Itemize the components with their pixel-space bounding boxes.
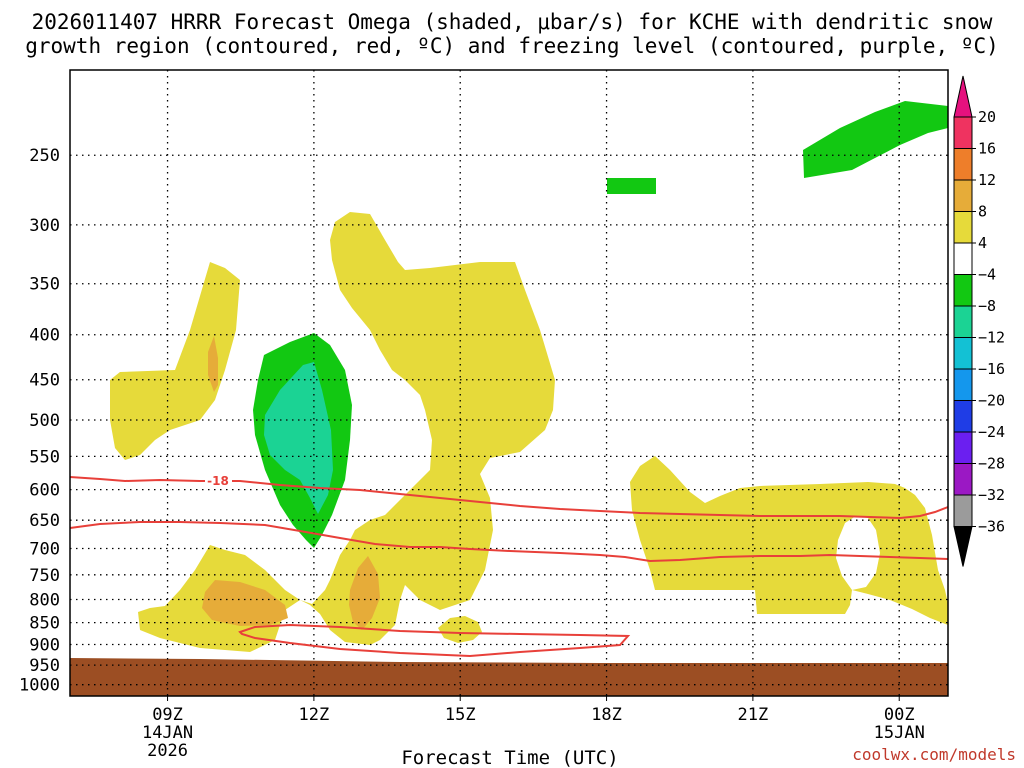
y-tick-label: 650 <box>29 511 60 531</box>
y-tick-label: 800 <box>29 590 60 610</box>
y-tick-label: 250 <box>29 146 60 166</box>
colorbar-swatch <box>953 116 973 149</box>
gridlines <box>70 70 948 696</box>
omega-shading <box>110 101 948 652</box>
green-region-top-right <box>803 101 948 178</box>
orange-region-upper <box>208 336 218 392</box>
green-region-small <box>607 178 656 194</box>
y-tick-label: 550 <box>29 447 60 467</box>
y-axis: 2503003504004505005506006507007508008509… <box>19 146 60 695</box>
plot-area: -18 <box>69 69 949 697</box>
colorbar-label: −4 <box>978 266 996 284</box>
x-tick-label: 2026 <box>147 741 188 761</box>
x-tick-label: 15JAN <box>874 723 925 743</box>
dgz-contour-loop <box>238 623 631 658</box>
orange-region-lower-left <box>202 580 288 626</box>
dgz-contour-lower <box>69 521 949 563</box>
colorbar-swatch <box>953 337 973 370</box>
white-hole-right <box>836 516 880 590</box>
colorbar-bottom-arrow <box>953 526 973 567</box>
colorbar-label: 20 <box>978 108 996 126</box>
x-tick-label: 09Z <box>152 705 183 725</box>
orange-region-lower-mid <box>349 556 380 630</box>
colorbar-swatch <box>953 494 973 527</box>
plot-border <box>69 69 949 697</box>
colorbar-label: −32 <box>978 486 1005 504</box>
y-tick-label: 750 <box>29 566 60 586</box>
y-tick-label: 450 <box>29 371 60 391</box>
chart-title-line2: growth region (contoured, red, ºC) and f… <box>25 34 999 58</box>
x-tick-label: 21Z <box>738 705 769 725</box>
x-tick-label: 14JAN <box>142 723 193 743</box>
colorbar-label: 16 <box>978 140 996 158</box>
colorbar-top-arrow <box>953 75 973 118</box>
colorbar-label: −16 <box>978 360 1005 378</box>
chart-title-line1: 2026011407 HRRR Forecast Omega (shaded, … <box>32 10 993 34</box>
colorbar-label: 8 <box>978 203 987 221</box>
contour-label: -18 <box>207 474 229 488</box>
colorbar-swatch <box>953 431 973 464</box>
surface-terrain <box>70 658 948 696</box>
yellow-region-left <box>110 262 240 460</box>
y-tick-label: 500 <box>29 411 60 431</box>
colorbar-label: −24 <box>978 423 1005 441</box>
colorbar-swatch <box>953 242 973 275</box>
colorbar-label: −20 <box>978 392 1005 410</box>
colorbar-swatch <box>953 305 973 338</box>
y-tick-label: 700 <box>29 539 60 559</box>
colorbar-swatch <box>953 274 973 307</box>
contour-label-bg <box>205 473 232 487</box>
teal-region <box>264 362 333 514</box>
colorbar: 20 16 12 8 4 −4 −8 −12 −16 −20 −24 −28 −32 −36 <box>953 75 1005 567</box>
colorbar-swatch <box>953 148 973 181</box>
yellow-region-main <box>138 212 555 652</box>
y-tick-label: 900 <box>29 635 60 655</box>
x-tick-label: 00Z <box>884 705 915 725</box>
y-tick-label: 850 <box>29 614 60 634</box>
y-tick-label: 600 <box>29 481 60 501</box>
y-tick-label: 950 <box>29 656 60 676</box>
y-tick-label: 350 <box>29 275 60 295</box>
colorbar-swatch <box>953 463 973 496</box>
x-tick-label: 12Z <box>299 705 330 725</box>
colorbar-label: −36 <box>978 518 1005 536</box>
y-tick-label: 1000 <box>19 676 60 696</box>
colorbar-label: −12 <box>978 329 1005 347</box>
credit-text: coolwx.com/models <box>852 745 1016 764</box>
x-tick-label: 15Z <box>445 705 476 725</box>
colorbar-swatch <box>953 179 973 212</box>
colorbar-swatch <box>953 400 973 433</box>
colorbar-label: 4 <box>978 234 987 252</box>
colorbar-label: −8 <box>978 297 996 315</box>
colorbar-swatch <box>953 368 973 401</box>
colorbar-label: 12 <box>978 171 996 189</box>
colorbar-swatch <box>953 211 973 244</box>
colorbar-label: −28 <box>978 455 1005 473</box>
x-axis-label: Forecast Time (UTC) <box>401 747 618 768</box>
x-tick-label: 18Z <box>591 705 622 725</box>
y-tick-label: 400 <box>29 326 60 346</box>
y-tick-label: 300 <box>29 216 60 236</box>
